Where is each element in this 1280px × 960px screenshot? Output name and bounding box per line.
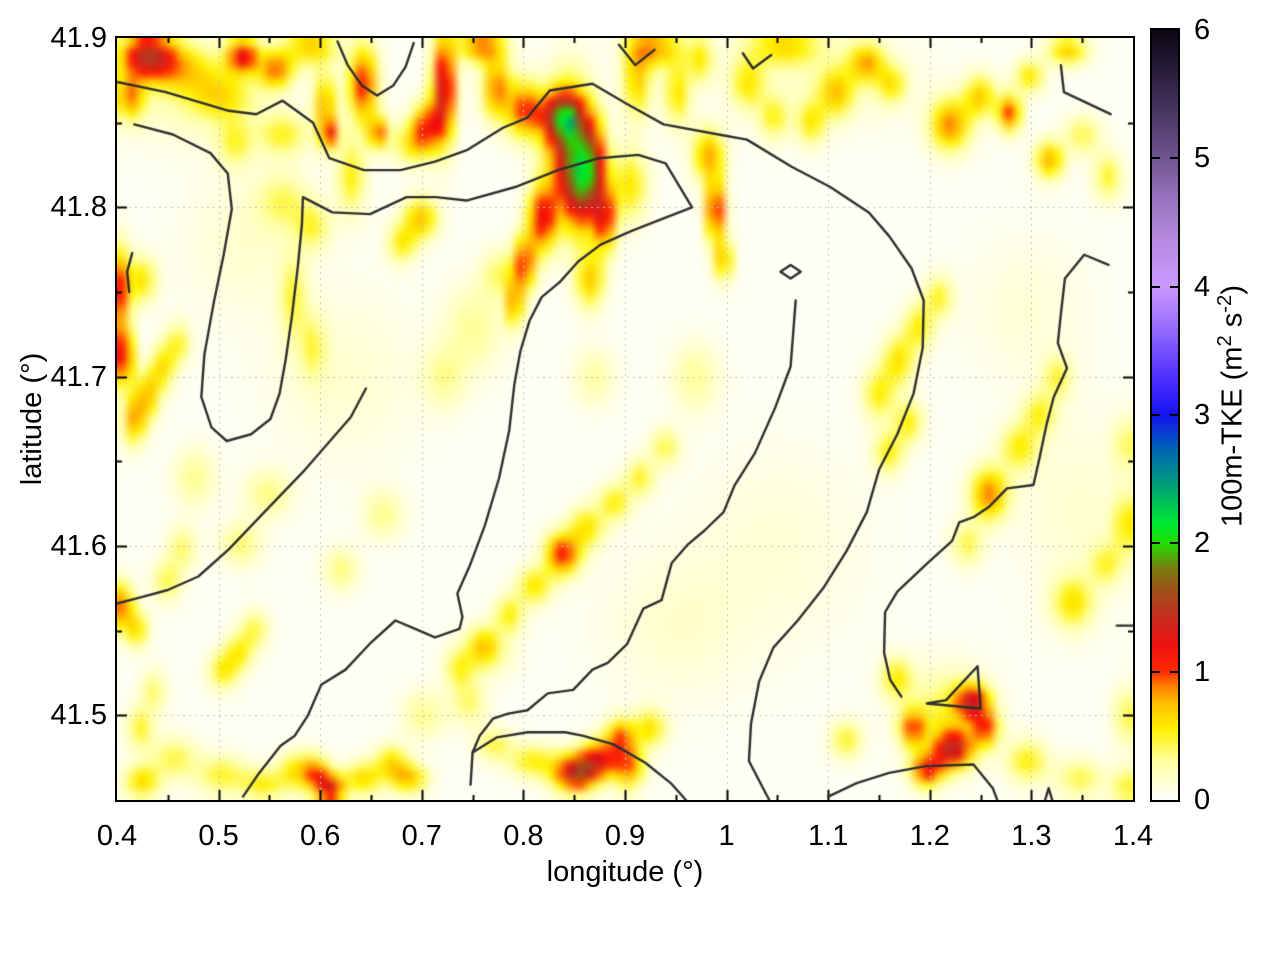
x-tick-label: 0.5 [198,820,239,852]
x-tick-label: 1.2 [909,820,950,852]
y-tick-label: 41.9 [50,22,107,54]
x-tick-label: 0.7 [401,820,442,852]
colorbar-tick [1170,542,1178,545]
x-tick-label: 1 [718,820,735,852]
colorbar-title-prefix: 100m-TKE (m [1216,346,1249,528]
colorbar-tick [1170,414,1178,416]
x-tick-label: 0.9 [604,820,646,852]
colorbar-title-sup1: 2 [1214,335,1236,347]
y-tick-label: 41.7 [50,360,107,393]
x-axis-title: longitude (°) [546,856,704,888]
x-tick-label: 1.4 [1112,820,1154,852]
x-tick-label: 0.8 [503,820,544,852]
colorbar-tick-label: 3 [1194,399,1211,431]
colorbar-tick-label: 4 [1194,270,1211,303]
y-axis-title: latitude (°) [16,352,48,486]
heatmap-plot-area [115,36,1135,802]
x-tick-label: 1.1 [808,820,849,852]
colorbar-tick-label: 0 [1194,784,1211,816]
colorbar-tick [1152,157,1160,160]
colorbar-title-sup2: -2 [1214,294,1236,313]
colorbar-tick [1152,414,1160,416]
colorbar-title-mid: s [1216,312,1249,336]
colorbar-tick-label: 6 [1194,14,1211,46]
colorbar-tick [1152,542,1160,545]
colorbar-tick-label: 1 [1194,655,1211,688]
y-tick-label: 41.5 [50,699,107,732]
colorbar-tick [1170,285,1178,288]
colorbar-tick-label: 5 [1194,142,1211,175]
colorbar-tick [1170,157,1178,160]
y-tick-label: 41.6 [50,530,107,562]
colorbar [1150,28,1180,802]
x-tick-label: 1.3 [1011,820,1052,852]
y-tick-label: 41.8 [50,191,107,224]
colorbar-title: 100m-TKE (m2 s-2) [1214,256,1252,556]
colorbar-tick [1152,285,1160,288]
x-tick-label: 0.6 [300,820,341,852]
colorbar-title-suffix: ) [1216,284,1249,295]
x-tick-label: 0.4 [96,820,138,852]
colorbar-tick [1152,670,1160,673]
colorbar-tick [1170,670,1178,673]
colorbar-tick-label: 2 [1194,527,1211,560]
contour-grid-ticks-canvas [117,38,1133,800]
